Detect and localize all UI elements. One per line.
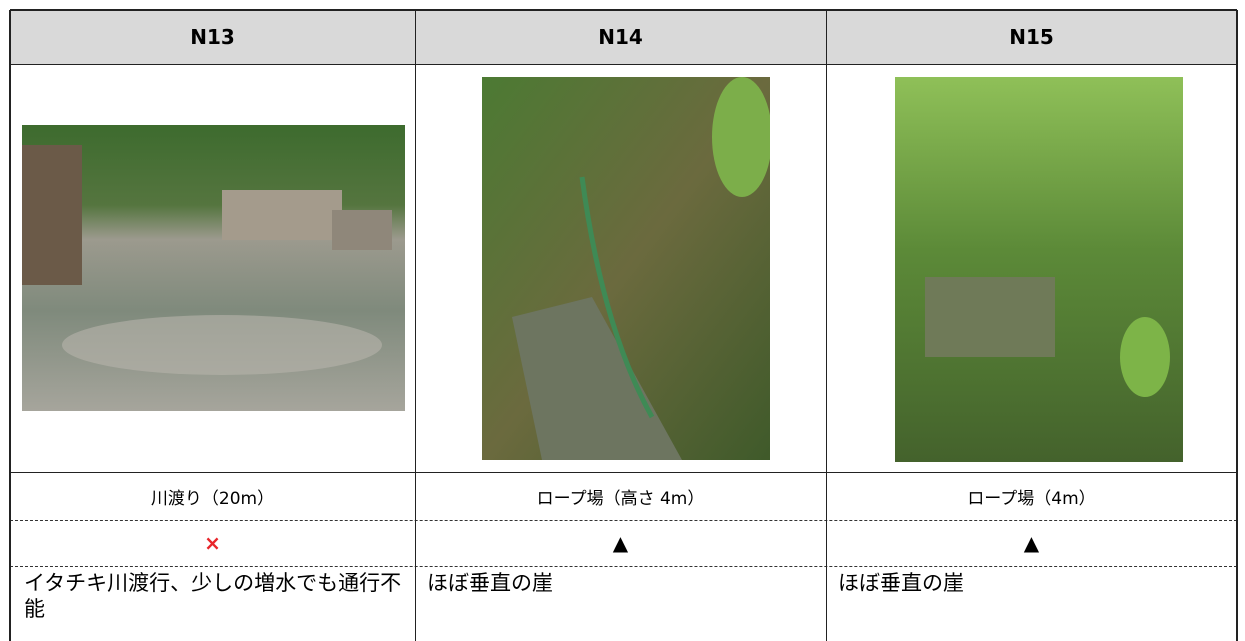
caption: ロープ場（4m） <box>967 488 1096 509</box>
photo-rope <box>482 77 770 460</box>
rating-mark: ▲ <box>1023 531 1040 555</box>
caption: ロープ場（高さ 4m） <box>536 488 705 509</box>
rule <box>10 566 1237 567</box>
caption: 川渡り（20m） <box>150 488 275 509</box>
header-cell: N14 <box>415 10 826 64</box>
rule <box>415 10 416 641</box>
rule <box>826 10 827 641</box>
photo-cliff <box>895 77 1183 462</box>
note: ほぼ垂直の崖 <box>838 571 964 595</box>
rule <box>10 472 1237 473</box>
rule <box>1236 10 1238 641</box>
note: ほぼ垂直の崖 <box>427 571 553 595</box>
rule <box>9 10 11 641</box>
rating-mark: × <box>204 531 221 555</box>
header-cell: N15 <box>826 10 1237 64</box>
rule <box>10 520 1237 521</box>
photo-river <box>22 125 405 411</box>
note: イタチキ川渡行、少しの増水でも通行不能 <box>24 571 402 621</box>
rule <box>10 9 1237 11</box>
rule <box>10 64 1237 65</box>
header-cell: N13 <box>10 10 415 64</box>
rating-mark: ▲ <box>612 531 629 555</box>
